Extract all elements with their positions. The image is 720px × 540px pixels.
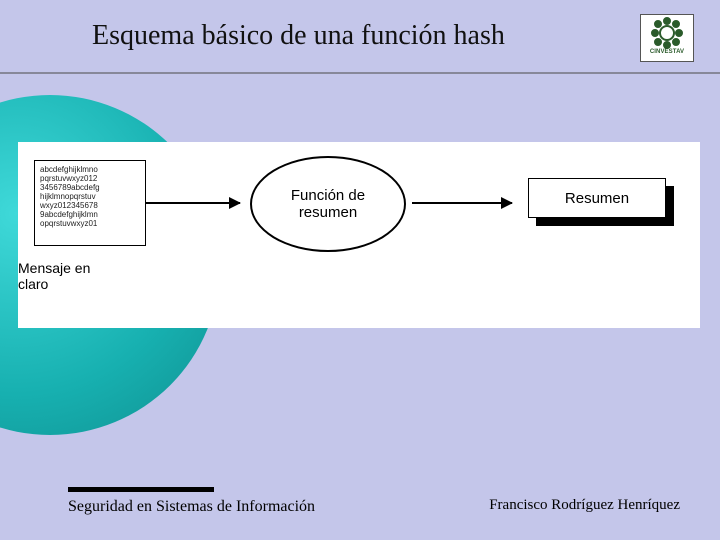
node-func-ellipse: Función de resumen: [250, 156, 406, 252]
node-input-box: abcdefghijklmno pqrstuvwxyz012 3456789ab…: [34, 160, 146, 246]
node-output-box: Resumen: [528, 178, 666, 218]
title-underline: [0, 72, 720, 74]
footer-rule: [68, 487, 214, 492]
footer-right-text: Francisco Rodríguez Henríquez: [489, 497, 680, 514]
diagram-panel: abcdefghijklmno pqrstuvwxyz012 3456789ab…: [18, 142, 700, 328]
node-input-caption: Mensaje en claro: [18, 260, 90, 292]
node-func-text: Función de resumen: [291, 187, 365, 221]
node-input-text: abcdefghijklmno pqrstuvwxyz012 3456789ab…: [40, 165, 100, 228]
slide-title: Esquema básico de una función hash: [92, 20, 505, 52]
logo-badge: CINVESTAV: [640, 14, 694, 62]
edge-input-to-func: [146, 202, 240, 204]
node-output-text: Resumen: [565, 190, 629, 207]
cinvestav-icon: [649, 17, 685, 49]
logo-text: CINVESTAV: [641, 49, 693, 55]
edge-func-to-output: [412, 202, 512, 204]
footer-left-text: Seguridad en Sistemas de Información: [68, 498, 315, 516]
